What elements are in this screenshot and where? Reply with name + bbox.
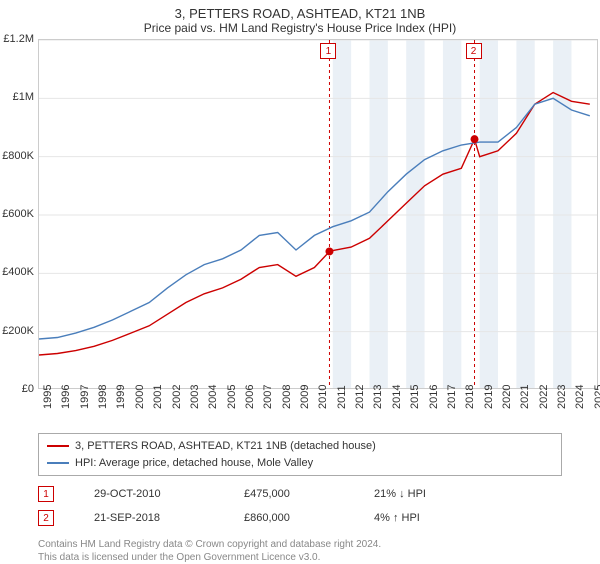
sale-price: £475,000: [244, 488, 334, 500]
x-tick-label: 2014: [391, 385, 403, 409]
x-tick-label: 2013: [372, 385, 384, 409]
x-tick-label: 2018: [464, 385, 476, 409]
footer-line: This data is licensed under the Open Gov…: [38, 551, 562, 564]
legend-label: HPI: Average price, detached house, Mole…: [75, 455, 313, 472]
chart-subtitle: Price paid vs. HM Land Registry's House …: [0, 21, 600, 39]
x-tick-label: 2008: [281, 385, 293, 409]
x-tick-label: 2016: [428, 385, 440, 409]
sale-dot: [471, 135, 479, 143]
x-tick-label: 2024: [574, 385, 586, 409]
line-chart-svg: [38, 39, 598, 389]
footer-attribution: Contains HM Land Registry data © Crown c…: [38, 538, 562, 564]
x-tick-label: 2005: [226, 385, 238, 409]
footer-line: Contains HM Land Registry data © Crown c…: [38, 538, 562, 551]
x-tick-label: 2001: [152, 385, 164, 409]
sale-price: £860,000: [244, 512, 334, 524]
sale-marker-box: 2: [466, 43, 482, 59]
y-tick-label: £800K: [2, 150, 34, 162]
sales-table: 1 29-OCT-2010 £475,000 21% ↓ HPI 2 21-SEP-201…: [38, 482, 562, 530]
sale-index-box: 1: [38, 486, 54, 502]
x-tick-label: 1998: [97, 385, 109, 409]
x-tick-label: 2021: [519, 385, 531, 409]
chart-title: 3, PETTERS ROAD, ASHTEAD, KT21 1NB: [0, 0, 600, 21]
x-tick-label: 2020: [501, 385, 513, 409]
x-tick-label: 2017: [446, 385, 458, 409]
x-tick-label: 1997: [79, 385, 91, 409]
x-tick-label: 1995: [42, 385, 54, 409]
sale-delta: 4% ↑ HPI: [374, 512, 420, 524]
sale-date: 29-OCT-2010: [94, 488, 204, 500]
legend-label: 3, PETTERS ROAD, ASHTEAD, KT21 1NB (deta…: [75, 438, 376, 455]
legend-swatch: [47, 462, 69, 464]
y-tick-label: £600K: [2, 208, 34, 220]
sale-row: 1 29-OCT-2010 £475,000 21% ↓ HPI: [38, 482, 562, 506]
sale-date: 21-SEP-2018: [94, 512, 204, 524]
y-tick-label: £1.2M: [3, 33, 34, 45]
sale-dot: [325, 247, 333, 255]
sale-marker-box: 1: [320, 43, 336, 59]
x-tick-label: 2011: [336, 385, 348, 409]
y-tick-label: £200K: [2, 325, 34, 337]
x-axis-labels: 1995199619971998199920002001200220032004…: [38, 389, 598, 429]
sale-row: 2 21-SEP-2018 £860,000 4% ↑ HPI: [38, 506, 562, 530]
x-tick-label: 2007: [262, 385, 274, 409]
x-tick-label: 1999: [115, 385, 127, 409]
x-tick-label: 1996: [60, 385, 72, 409]
legend-swatch: [47, 445, 69, 447]
y-tick-label: £1M: [13, 91, 34, 103]
y-axis-labels: £0£200K£400K£600K£800K£1M£1.2M: [0, 39, 38, 389]
series-hpi: [39, 98, 590, 339]
legend-item: 3, PETTERS ROAD, ASHTEAD, KT21 1NB (deta…: [47, 438, 553, 455]
x-tick-label: 2015: [409, 385, 421, 409]
x-tick-label: 2022: [538, 385, 550, 409]
x-tick-label: 2009: [299, 385, 311, 409]
x-tick-label: 2023: [556, 385, 568, 409]
x-tick-label: 2003: [189, 385, 201, 409]
chart-area: £0£200K£400K£600K£800K£1M£1.2M 12: [38, 39, 598, 389]
x-tick-label: 2002: [171, 385, 183, 409]
y-tick-label: £0: [22, 383, 34, 395]
x-tick-label: 2012: [354, 385, 366, 409]
legend-item: HPI: Average price, detached house, Mole…: [47, 455, 553, 472]
x-tick-label: 2006: [244, 385, 256, 409]
sale-index-box: 2: [38, 510, 54, 526]
x-tick-label: 2025: [593, 385, 600, 409]
sale-delta: 21% ↓ HPI: [374, 488, 426, 500]
x-tick-label: 2004: [207, 385, 219, 409]
x-tick-label: 2019: [483, 385, 495, 409]
x-tick-label: 2000: [134, 385, 146, 409]
y-tick-label: £400K: [2, 266, 34, 278]
x-tick-label: 2010: [317, 385, 329, 409]
legend-box: 3, PETTERS ROAD, ASHTEAD, KT21 1NB (deta…: [38, 433, 562, 476]
